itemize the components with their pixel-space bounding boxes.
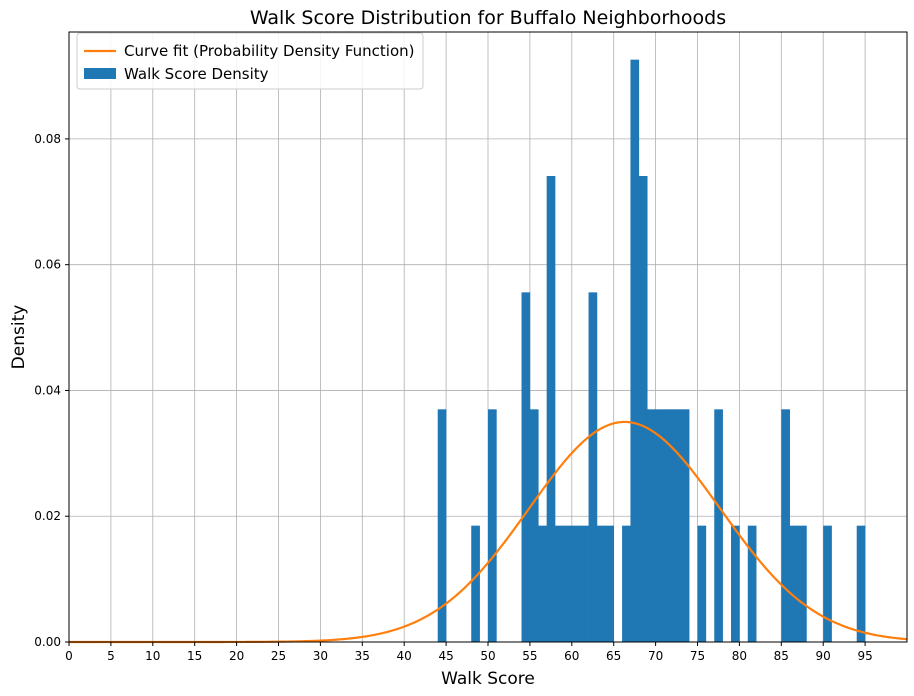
x-tick-label: 40 (397, 649, 412, 663)
histogram-bar (647, 409, 656, 642)
histogram-bar (580, 525, 589, 642)
legend-curve-label: Curve fit (Probability Density Function) (124, 42, 414, 60)
x-tick-label: 70 (648, 649, 663, 663)
histogram-bar (563, 525, 573, 642)
legend-bar-label: Walk Score Density (124, 65, 269, 83)
y-axis-label: Density (9, 305, 29, 370)
x-tick-label: 50 (480, 649, 495, 663)
histogram-bar (622, 525, 631, 642)
histogram-bar (823, 525, 832, 642)
histogram-bar (471, 525, 480, 642)
histogram-bar (605, 525, 614, 642)
x-tick-label: 45 (438, 649, 453, 663)
histogram-bar (638, 176, 648, 642)
histogram-bar (521, 292, 531, 642)
y-tick-label: 0.06 (34, 258, 61, 272)
histogram-bar (555, 525, 564, 642)
x-tick-label: 65 (606, 649, 621, 663)
chart-title: Walk Score Distribution for Buffalo Neig… (250, 7, 726, 29)
x-tick-label: 20 (229, 649, 244, 663)
x-tick-label: 25 (271, 649, 286, 663)
x-tick-label: 30 (313, 649, 328, 663)
legend: Curve fit (Probability Density Function)… (76, 32, 424, 90)
histogram-bar (714, 409, 723, 642)
histogram-bar (672, 409, 682, 642)
x-tick-label: 5 (107, 649, 115, 663)
x-tick-label: 80 (732, 649, 747, 663)
y-tick-label: 0.08 (34, 132, 61, 146)
x-tick-label: 95 (857, 649, 872, 663)
legend-bar-swatch (84, 68, 116, 79)
histogram-bar (731, 525, 740, 642)
histogram-bar (680, 409, 690, 642)
histogram-bar (663, 409, 673, 642)
x-tick-label: 90 (816, 649, 831, 663)
histogram-bar (529, 409, 539, 642)
x-tick-label: 60 (564, 649, 579, 663)
histogram-bar (596, 525, 606, 642)
legend-box (76, 32, 424, 90)
x-tick-label: 0 (65, 649, 73, 663)
histogram-bar (798, 525, 807, 642)
y-axis-ticks: 0.00 0.02 0.04 0.06 0.08 (34, 132, 69, 649)
histogram-bar (488, 409, 497, 642)
x-tick-label: 75 (690, 649, 705, 663)
histogram-bars (437, 59, 866, 642)
histogram-bar (571, 525, 581, 642)
x-tick-label: 10 (145, 649, 160, 663)
x-tick-label: 35 (355, 649, 370, 663)
y-tick-label: 0.04 (34, 383, 61, 397)
histogram-bar (655, 409, 665, 642)
histogram-bar (588, 292, 598, 642)
histogram-bar (781, 409, 790, 642)
x-tick-label: 15 (187, 649, 202, 663)
histogram-bar (546, 176, 556, 642)
x-tick-label: 85 (774, 649, 789, 663)
x-axis-label: Walk Score (441, 669, 535, 689)
x-axis-ticks: 0 5 10 15 20 25 30 35 40 45 50 55 60 65 70 75 80 85 90 95 (65, 642, 873, 663)
y-tick-label: 0.00 (34, 635, 61, 649)
histogram-bar (630, 59, 640, 642)
histogram-bar (789, 525, 799, 642)
histogram-bar (538, 525, 547, 642)
y-tick-label: 0.02 (34, 509, 61, 523)
histogram-bar (856, 525, 866, 642)
histogram-bar (697, 525, 707, 642)
histogram-bar (747, 525, 757, 642)
x-tick-label: 55 (522, 649, 537, 663)
histogram-bar (437, 409, 447, 642)
